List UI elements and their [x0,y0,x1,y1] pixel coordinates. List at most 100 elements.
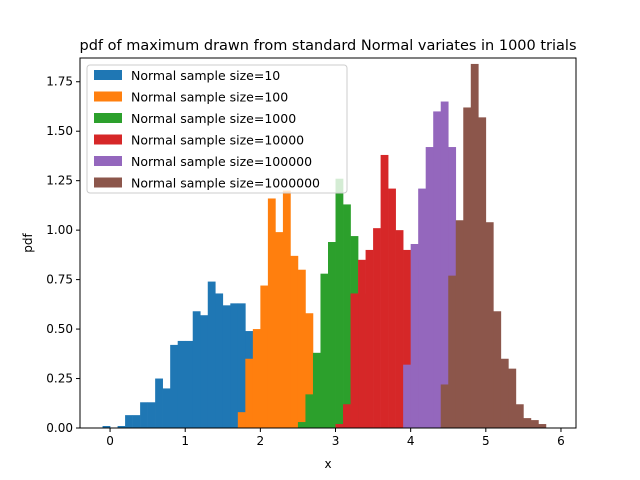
histogram-bar [140,402,148,428]
histogram-bar [523,418,532,428]
x-axis-label: x [324,457,331,471]
histogram-bar [538,424,547,428]
histogram-bar [147,402,156,428]
histogram-bar [297,422,306,428]
histogram-bar [237,303,246,428]
histogram-bar [177,340,186,428]
histogram-bar [463,107,472,428]
histogram-bar [448,275,457,428]
histogram-bar [155,378,163,428]
y-axis-ticks: 0.00 0.25 0.50 0.75 1.00 1.25 1.50 1.75 [46,75,80,435]
x-tick-label: 3 [332,434,340,448]
histogram-bar [373,228,381,428]
y-tick-label: 0.75 [46,273,73,287]
histogram-bar [290,255,299,428]
histogram-bar [267,198,276,428]
histogram-bar [207,281,216,428]
histogram-bar [260,285,269,428]
histogram-bars [102,63,547,429]
plot-frame [79,57,577,429]
legend-swatch [94,91,122,102]
x-tick-label: 1 [181,434,189,448]
histogram-bar [425,147,434,429]
histogram-bar [455,220,464,428]
histogram-bar [343,204,351,428]
legend-label: Normal sample size=10000 [131,133,304,148]
y-tick-label: 0.50 [46,322,73,336]
legend-swatch [94,177,122,188]
histogram-bar [515,404,524,428]
x-axis-ticks: 0 1 2 3 4 5 6 [106,428,565,448]
y-tick-label: 1.25 [46,174,73,188]
histogram-bar [162,388,171,428]
x-tick-label: 2 [257,434,265,448]
histogram-bar [335,178,344,428]
legend-label: Normal sample size=100000 [131,154,312,169]
x-tick-label: 0 [106,434,114,448]
histogram-bar [358,259,366,428]
histogram-bar [125,415,133,428]
y-tick-label: 1.75 [46,75,73,89]
histogram-bar [200,315,209,428]
y-tick-label: 0.00 [46,421,73,435]
histogram-bar [320,273,329,428]
histogram-bar [530,420,539,428]
legend-frame [86,64,348,194]
histogram-bar [230,303,239,428]
histogram-bar [117,426,126,428]
legend-swatch [94,134,122,145]
histogram-bar [102,426,111,428]
histogram-bar [335,424,344,428]
legend-label: Normal sample size=10 [131,68,280,83]
histogram-bar [388,188,396,428]
histogram-bar [440,384,449,428]
histogram-bar [380,154,389,428]
histogram-bar [305,394,314,428]
legend-swatch [94,113,122,123]
histogram-bar [297,269,306,428]
histogram-bar [350,293,359,428]
x-tick-label: 6 [557,434,565,448]
legend: Normal sample size=10 Normal sample size=… [86,64,348,194]
histogram-bar [192,311,201,428]
legend-label: Normal sample size=1000000 [131,176,320,191]
histogram-bar [440,101,449,428]
legend-swatch [94,70,122,80]
histogram-bar [410,243,419,428]
histogram-bar [478,117,487,429]
histogram-bar [245,358,254,428]
legend-label: Normal sample size=1000 [131,111,296,126]
histogram-bar [185,340,194,428]
histogram-bar [312,352,321,428]
histogram-bar [433,111,442,429]
histogram-bar [500,358,509,428]
y-tick-label: 1.50 [46,124,73,138]
histogram-bar [485,222,494,428]
legend-label: Normal sample size=100 [131,90,288,105]
histogram-bar [403,364,411,428]
histogram-bar [275,232,284,428]
y-tick-label: 0.25 [46,372,73,386]
histogram-bar [305,313,314,428]
histogram-bar [132,415,141,428]
chart-title: pdf of maximum drawn from standard Norma… [79,38,576,54]
y-axis-label: pdf [21,233,35,253]
histogram-bar [237,412,246,428]
histogram-bar [252,329,261,428]
histogram-bar [343,404,351,428]
histogram-bar [470,63,479,428]
histogram-bar [395,230,404,428]
y-tick-label: 1.00 [46,223,73,237]
legend-swatch [94,156,122,166]
histogram-bar [328,242,336,428]
x-tick-label: 4 [407,434,415,448]
histogram-bar [508,368,517,428]
x-tick-label: 5 [482,434,490,448]
histogram-bar [403,249,411,428]
histogram-bar [170,344,178,428]
histogram-bar [282,190,291,428]
histogram-bar [418,188,426,428]
histogram-bar [222,305,231,428]
histogram-bar [365,249,374,428]
